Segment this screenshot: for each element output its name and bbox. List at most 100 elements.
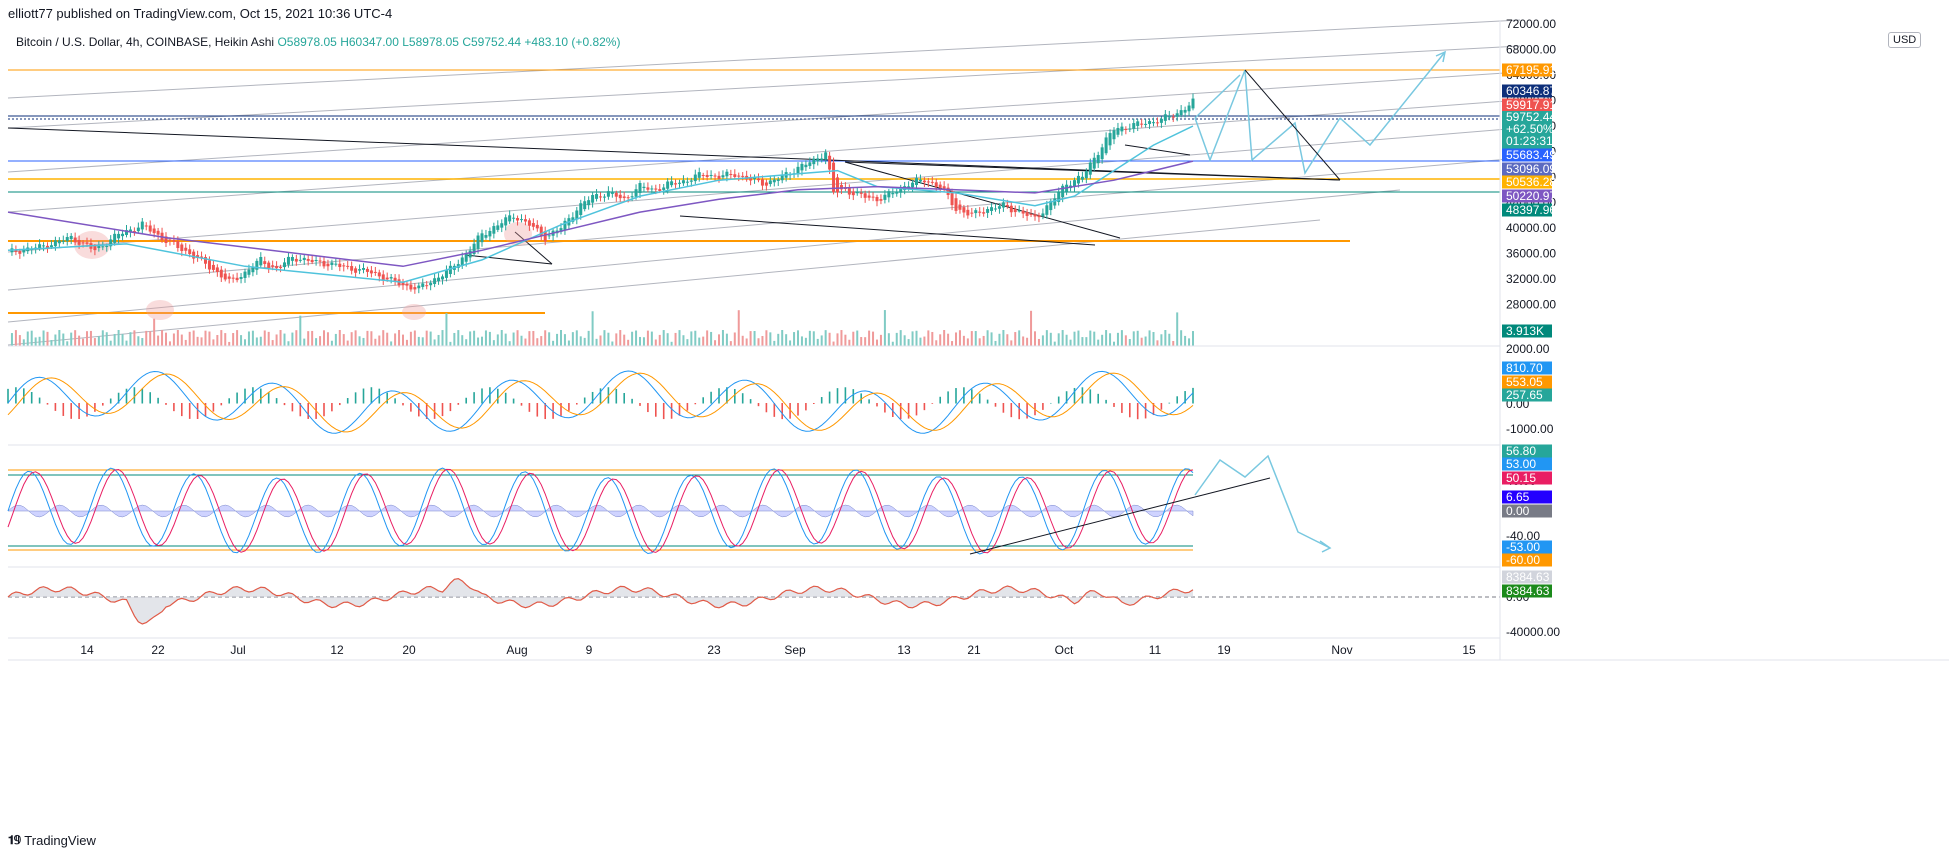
candle-body: [444, 270, 448, 278]
volume-bar: [236, 330, 239, 346]
volume-bar: [923, 336, 926, 346]
volume-bar: [394, 333, 397, 346]
candle-body: [144, 225, 148, 227]
candle-body: [69, 235, 73, 240]
volume-bar: [670, 341, 673, 346]
candle-body: [381, 274, 385, 281]
volume-bar: [1124, 335, 1127, 346]
pane3-value-tag: 8384.63: [1506, 584, 1550, 598]
candle-body: [583, 201, 587, 210]
price-tag: 55683.49: [1506, 148, 1556, 162]
volume-bar: [587, 330, 590, 346]
price-tag-bg: [1502, 203, 1552, 217]
pane2-value-tag: 6.65: [1506, 490, 1530, 504]
volume-bar: [721, 330, 724, 346]
pane3-value-tag: 8384.63: [1506, 570, 1550, 584]
forecast-path-up2: [1194, 74, 1241, 119]
candle-body: [105, 245, 109, 247]
candle-body: [946, 187, 950, 196]
candle-body: [836, 177, 839, 193]
candle-body: [1140, 123, 1144, 125]
histogram-bar: [1089, 389, 1092, 404]
histogram-bar: [449, 403, 452, 412]
tradingview-logo-icon: 𝟏𝟡: [8, 833, 21, 847]
histogram-bar: [1010, 403, 1013, 418]
volume-bar: [386, 332, 389, 346]
histogram-bar: [844, 387, 847, 404]
candle-body: [152, 228, 156, 234]
volume-bar: [1176, 312, 1179, 346]
volume-bar: [769, 332, 772, 346]
volume-bar: [931, 331, 934, 346]
last-price-tag: 59752.44: [1506, 110, 1556, 124]
volume-bar: [761, 336, 764, 346]
candle-body: [547, 235, 551, 237]
volume-bar: [828, 332, 831, 346]
area-line: [7, 577, 1194, 625]
highlight-ellipse: [146, 300, 174, 320]
volume-bar: [714, 340, 717, 346]
histogram-bar: [599, 388, 602, 404]
last-price-change: +62.50%: [1506, 122, 1554, 136]
volume-bar: [737, 310, 740, 346]
currency-label[interactable]: USD: [1888, 32, 1922, 48]
last-price-tag-bg: [1502, 111, 1552, 149]
histogram-bar: [820, 397, 823, 404]
volume-bar: [951, 341, 954, 346]
candle-body: [219, 269, 223, 278]
candle-body: [721, 175, 725, 178]
candle-body: [934, 182, 938, 187]
candle-body: [42, 245, 46, 247]
histogram-bar: [78, 403, 80, 420]
volume-bar: [879, 334, 882, 346]
volume-bar: [966, 338, 969, 346]
volume-bar: [986, 330, 989, 346]
volume-bar: [1049, 332, 1052, 346]
histogram-bar: [623, 392, 625, 404]
volume-bar: [283, 333, 286, 346]
candle-body: [326, 263, 330, 267]
candle-body: [365, 268, 369, 272]
pane1-value-tag-bg: [1502, 388, 1552, 402]
histogram-bar: [441, 403, 444, 417]
channel-line: [7, 19, 1521, 99]
volume-bar: [338, 330, 341, 346]
volume-bar: [220, 330, 223, 346]
candle-body: [346, 265, 350, 267]
volume-bar: [172, 333, 175, 346]
histogram-bar: [860, 393, 862, 404]
volume-bar: [141, 338, 144, 346]
histogram-bar: [54, 403, 57, 411]
volume-bar: [449, 341, 452, 346]
trend-line: [1124, 144, 1191, 156]
drawing-layer: [7, 19, 1521, 346]
volume-bar: [536, 338, 539, 346]
candle-body: [559, 228, 563, 232]
volume-bar: [1128, 339, 1131, 346]
volume-bar: [453, 332, 456, 346]
histogram-bar: [631, 398, 633, 404]
candle-body: [1084, 171, 1088, 179]
time-tick-label: 21: [967, 643, 981, 657]
volume-bar: [868, 330, 871, 346]
volume-bar: [10, 333, 13, 346]
candle-body: [737, 175, 741, 177]
candle-body: [496, 225, 500, 230]
time-tick-label: 20: [402, 643, 416, 657]
candle-body: [275, 265, 279, 269]
volume-bar: [78, 335, 81, 346]
candle-body: [804, 164, 808, 168]
volume-bar: [765, 330, 768, 346]
histogram-bar: [939, 396, 941, 404]
price-tag: 48397.96: [1506, 203, 1556, 217]
volume-bar: [82, 338, 85, 346]
candle-body: [448, 265, 452, 275]
histogram-bar: [244, 388, 246, 404]
histogram-bar: [157, 397, 159, 404]
volume-bar: [465, 339, 468, 346]
volume-bar: [915, 330, 918, 346]
indicator-panes: [7, 370, 1500, 625]
candle-body: [61, 240, 65, 242]
histogram-bar: [252, 387, 254, 404]
